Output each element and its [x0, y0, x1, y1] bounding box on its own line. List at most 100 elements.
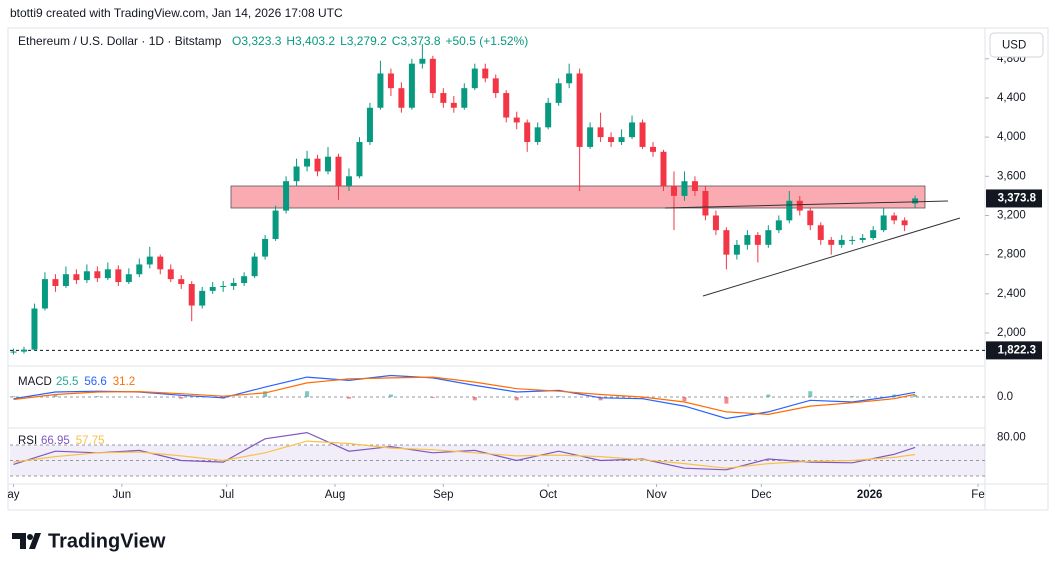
candle-body [765, 230, 771, 245]
legend-value: 56.6 [84, 376, 106, 388]
brand-logo [12, 533, 41, 549]
candle-body [126, 274, 132, 282]
brand: TradingView [48, 530, 166, 552]
candle-body [252, 257, 258, 277]
resistance-zone [231, 186, 925, 208]
legend-value: 25.5 [56, 376, 78, 388]
legend-value: 66.95 [41, 435, 70, 447]
pane-title: RSI [18, 435, 37, 447]
chart-frame [8, 28, 1048, 510]
candle-body [346, 176, 352, 186]
candle-body [818, 225, 824, 240]
x-tick-label: Fe [971, 489, 984, 501]
x-tick-label: Jul [219, 489, 234, 501]
histogram-bar [850, 396, 854, 397]
candle-body [189, 284, 195, 306]
histogram-bar [473, 397, 477, 400]
currency: USD [1002, 40, 1026, 52]
candle-body [325, 157, 331, 172]
candle-body [157, 257, 163, 270]
candle-body [566, 73, 572, 83]
candle-body [619, 137, 625, 142]
candle-body [273, 211, 279, 239]
candle-body [451, 103, 457, 108]
candle-body [849, 240, 855, 241]
legend-value: H3,403.2 [286, 34, 335, 48]
candle-body [283, 181, 289, 210]
candle-body [535, 127, 541, 142]
candle-body [115, 269, 121, 282]
candle-body [10, 352, 16, 353]
candle-body [629, 122, 635, 137]
legend-value: 57.75 [76, 435, 105, 447]
x-tick-label: Dec [751, 489, 772, 501]
candle-body [902, 220, 908, 225]
candle-body [147, 257, 153, 265]
histogram-bar [11, 396, 15, 397]
y-tick-label: 2,000 [997, 327, 1026, 339]
x-tick-label: Jun [113, 489, 132, 501]
x-tick-label: Aug [325, 489, 345, 501]
candle-body [807, 211, 813, 226]
candle-body [860, 238, 866, 240]
histogram-bar [515, 397, 519, 400]
price-badge-label: 3,373.8 [998, 192, 1037, 204]
candle-body [577, 73, 583, 146]
candle-body [105, 269, 111, 278]
candle-body [367, 108, 373, 142]
candle-body [168, 269, 174, 279]
candle-body [681, 181, 687, 196]
y-tick-label: 2,400 [997, 288, 1026, 300]
candle-body [241, 276, 247, 283]
histogram-bar [305, 391, 309, 397]
candle-body [702, 191, 708, 215]
legend-value: +50.5 (+1.52%) [446, 34, 529, 48]
candle-body [409, 64, 415, 108]
candle-body [440, 93, 446, 103]
candle-body [304, 159, 310, 167]
candle-body [52, 279, 58, 286]
candle-body [650, 147, 656, 152]
legend-value: C3,373.8 [392, 34, 441, 48]
candle-body [388, 73, 394, 88]
candle-body [545, 103, 551, 127]
candle-body [587, 127, 593, 147]
legend-value: 31.2 [113, 376, 135, 388]
y-tick-label: 80.00 [997, 431, 1026, 443]
candle-body [723, 230, 729, 254]
trend-line [703, 218, 960, 296]
histogram-bar [95, 396, 99, 397]
candle-body [178, 279, 184, 284]
candle-body [713, 215, 719, 230]
header: btotti9 created with TradingView.com, Ja… [10, 6, 343, 20]
candle-body [514, 118, 520, 123]
candle-body [262, 239, 268, 257]
y-tick-label: 3,200 [997, 210, 1026, 222]
candle-body [31, 308, 37, 349]
candle-body [671, 186, 677, 196]
candle-body [524, 122, 530, 142]
candle-body [315, 159, 321, 172]
x-tick-label: 2026 [857, 489, 883, 501]
x-tick-label: Nov [646, 489, 667, 501]
y-tick-label: 4,000 [997, 131, 1026, 143]
candle-body [482, 69, 488, 79]
candle-body [461, 88, 467, 108]
histogram-bar [766, 395, 770, 397]
legend-value: O3,323.3 [232, 34, 282, 48]
candle-body [294, 167, 300, 182]
histogram-bar [347, 397, 351, 399]
y-tick-label: 3,600 [997, 170, 1026, 182]
candle-body [881, 215, 887, 230]
candle-body [839, 240, 845, 245]
candle-body [63, 274, 69, 286]
candle-body [356, 142, 362, 176]
histogram-bar [431, 397, 435, 398]
candle-body [210, 287, 216, 291]
candle-body [84, 271, 90, 280]
candle-body [398, 88, 404, 108]
chart-title: Ethereum / U.S. Dollar · 1D · Bitstamp [18, 34, 222, 48]
candle-body [419, 59, 425, 64]
pane-title: MACD [18, 376, 52, 388]
